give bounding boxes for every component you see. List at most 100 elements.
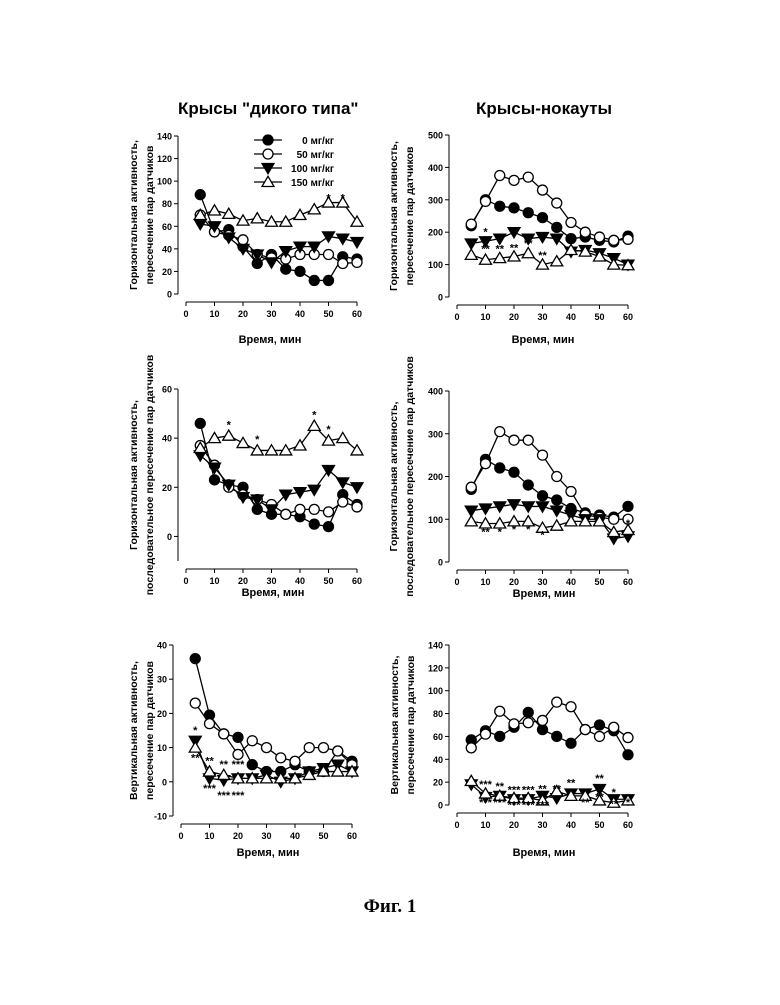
x-tick-label: 30 [537, 312, 547, 322]
significance-mark: ** [191, 752, 200, 764]
significance-mark: *** [508, 799, 522, 811]
y-tick-label: 120 [157, 154, 172, 164]
y-tick-label: 30 [157, 675, 167, 685]
significance-mark: *** [217, 790, 231, 802]
y-tick-label: 20 [433, 778, 443, 788]
data-point [237, 437, 249, 447]
significance-mark: ** [538, 250, 547, 262]
data-point [351, 216, 363, 226]
significance-mark: * [626, 518, 631, 530]
x-tick-label: 0 [178, 831, 183, 841]
data-point [337, 478, 349, 488]
x-tick-label: 30 [266, 576, 276, 586]
data-point [552, 731, 562, 741]
y-axis-label: Горизонтальная активность, [388, 401, 400, 551]
chart-panel-ko_vert: 0204060801001201400102030405060Время, ми… [389, 641, 634, 860]
x-tick-label: 20 [509, 577, 519, 587]
x-tick-label: 50 [323, 309, 333, 319]
significance-mark: * [326, 424, 331, 436]
data-point [623, 750, 633, 760]
data-point [580, 725, 590, 735]
data-point [481, 729, 491, 739]
legend-label: 0 мг/кг [302, 136, 334, 147]
data-point [623, 501, 633, 511]
data-point [281, 264, 291, 274]
significance-mark: *** [232, 790, 246, 802]
x-tick-label: 0 [454, 820, 459, 830]
y-tick-label: 40 [162, 244, 172, 254]
y-tick-label: 200 [428, 228, 443, 238]
y-axis-label: пересечение пар датчиков [144, 661, 156, 800]
x-tick-label: 50 [318, 831, 328, 841]
y-tick-label: 120 [428, 663, 443, 673]
y-tick-label: 300 [428, 429, 443, 439]
significance-mark: * [512, 524, 517, 536]
data-point [552, 697, 562, 707]
data-point [523, 435, 533, 445]
significance-mark: ** [510, 243, 519, 255]
data-point [538, 491, 548, 501]
x-tick-label: 0 [183, 576, 188, 586]
data-point [304, 743, 314, 753]
significance-mark: ** [219, 759, 228, 771]
y-tick-label: 140 [428, 641, 443, 651]
x-axis-label: Время, мин [242, 587, 305, 599]
data-point [351, 238, 363, 248]
significance-mark: ** [552, 783, 561, 795]
data-point [338, 259, 348, 269]
significance-mark: *** [522, 799, 536, 811]
significance-mark: *** [479, 779, 493, 791]
data-point [190, 654, 200, 664]
y-tick-label: 60 [162, 385, 172, 395]
chart-panel-ko_horiz_consec: 01002003004000102030405060Время, минГори… [388, 356, 634, 600]
significance-mark: ** [538, 783, 547, 795]
x-axis-label: Время, мин [513, 847, 576, 859]
x-tick-label: 10 [480, 577, 490, 587]
x-tick-label: 30 [261, 831, 271, 841]
data-point [466, 482, 476, 492]
significance-mark: * [483, 226, 488, 238]
data-point [338, 497, 348, 507]
data-point [523, 208, 533, 218]
data-point [190, 698, 200, 708]
data-point [295, 504, 305, 514]
data-point [552, 198, 562, 208]
legend-marker [263, 149, 273, 159]
data-point [352, 257, 362, 267]
x-tick-label: 60 [623, 577, 633, 587]
y-tick-label: 100 [428, 515, 443, 525]
x-tick-label: 10 [204, 831, 214, 841]
y-tick-label: 400 [428, 387, 443, 397]
data-point [205, 719, 215, 729]
data-point [351, 483, 363, 493]
data-point [238, 235, 248, 245]
data-point [465, 249, 477, 259]
data-point [319, 743, 329, 753]
data-point [495, 427, 505, 437]
y-tick-label: 0 [162, 777, 167, 787]
x-tick-label: 30 [537, 577, 547, 587]
y-axis-label: последовательное пересечение пар датчико… [144, 354, 156, 595]
data-point [523, 480, 533, 490]
figure-caption: Фиг. 1 [0, 896, 780, 918]
data-point [509, 467, 519, 477]
data-point [352, 502, 362, 512]
data-point [595, 720, 605, 730]
x-axis-label: Время, мин [239, 334, 302, 346]
significance-mark: *** [493, 797, 507, 809]
data-point [552, 472, 562, 482]
significance-mark: ** [581, 797, 590, 809]
y-tick-label: 140 [157, 132, 172, 142]
y-tick-label: 300 [428, 195, 443, 205]
series-line [471, 504, 628, 538]
x-tick-label: 40 [566, 312, 576, 322]
y-tick-label: 10 [157, 743, 167, 753]
data-point [324, 507, 334, 517]
significance-mark: ** [595, 791, 604, 803]
data-point [276, 753, 286, 763]
data-point [233, 732, 243, 742]
y-tick-label: 100 [428, 260, 443, 270]
data-point [466, 743, 476, 753]
data-point [595, 731, 605, 741]
significance-mark: ** [205, 756, 214, 768]
